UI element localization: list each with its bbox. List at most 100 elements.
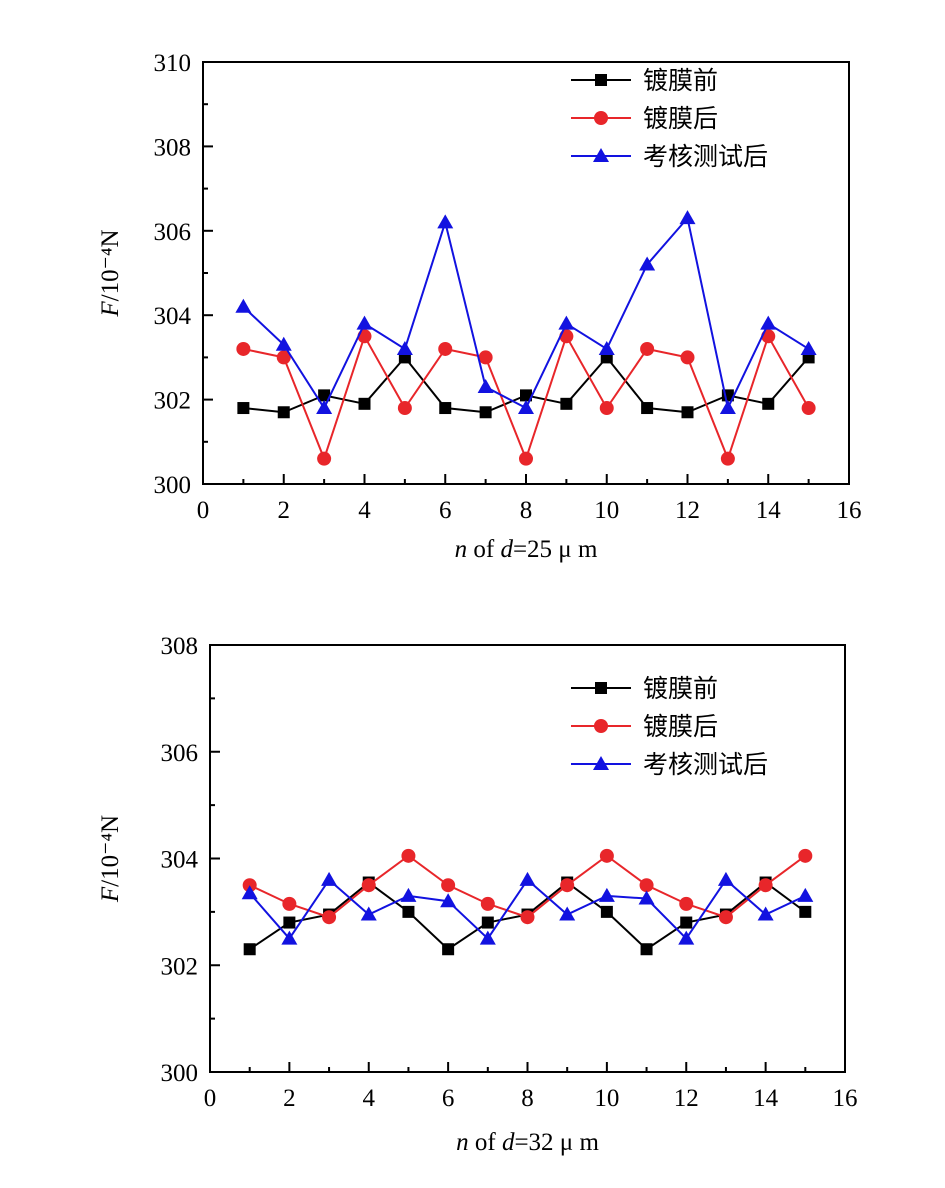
- series-line-3: [242, 215, 810, 412]
- data-point-1: [439, 402, 452, 415]
- legend-label: 镀膜前: [643, 674, 718, 703]
- x-tick-label: 4: [363, 1085, 376, 1112]
- data-point-2: [599, 848, 614, 863]
- x-tick-label: 0: [197, 497, 210, 524]
- x-tick-label: 12: [675, 497, 700, 524]
- y-tick-label: 300: [161, 1060, 199, 1087]
- data-point-2: [758, 878, 773, 893]
- data-point-3: [360, 906, 377, 921]
- data-point-3: [797, 887, 814, 902]
- y-tick-label: 302: [154, 388, 192, 415]
- x-axis-label: n of d=32 μ m: [456, 1129, 599, 1156]
- x-tick-label: 8: [520, 497, 533, 524]
- y-tick-label: 304: [161, 847, 199, 874]
- data-point-2: [282, 896, 297, 911]
- data-point-2: [357, 329, 372, 344]
- data-point-2: [276, 350, 291, 365]
- data-point-2: [478, 350, 493, 365]
- legend-marker: [594, 111, 608, 125]
- data-point-1: [681, 406, 694, 419]
- data-point-1: [283, 916, 296, 929]
- data-point-1: [402, 905, 415, 918]
- data-point-3: [639, 256, 656, 271]
- data-point-3: [400, 887, 417, 902]
- legend-label: 考核测试后: [643, 142, 768, 171]
- legend-marker: [594, 719, 608, 733]
- legend-marker: [595, 74, 607, 86]
- data-point-1: [237, 402, 250, 415]
- y-tick-label: 306: [161, 740, 199, 767]
- data-point-3: [679, 210, 696, 225]
- data-point-3: [719, 400, 736, 415]
- data-point-2: [401, 848, 416, 863]
- data-point-2: [599, 401, 614, 416]
- y-tick-label: 306: [154, 219, 192, 246]
- data-point-2: [761, 329, 776, 344]
- x-tick-label: 16: [837, 497, 862, 524]
- data-point-1: [560, 397, 573, 410]
- data-point-2: [441, 878, 456, 893]
- x-tick-label: 12: [674, 1085, 699, 1112]
- x-tick-label: 2: [283, 1085, 296, 1112]
- data-point-1: [481, 916, 494, 929]
- data-point-3: [356, 315, 373, 330]
- data-point-2: [236, 341, 251, 356]
- chart-bottom: 0 2 4 6 8 10 12 14 16 300 302 304 306 308 n of d=32 μ …: [97, 633, 858, 1156]
- data-point-3: [241, 885, 258, 900]
- data-point-2: [560, 878, 575, 893]
- plot-frame: [209, 644, 846, 1073]
- x-tick-label: 0: [204, 1085, 217, 1112]
- y-tick-label: 308: [154, 134, 192, 161]
- data-point-3: [519, 871, 536, 886]
- x-tick-label: 14: [753, 1085, 779, 1112]
- x-tick-label: 6: [439, 497, 452, 524]
- data-point-3: [558, 315, 575, 330]
- data-point-1: [520, 389, 532, 402]
- plot-frame: [202, 61, 850, 485]
- data-point-1: [799, 905, 812, 918]
- data-point-3: [477, 378, 494, 393]
- data-point-1: [318, 389, 331, 402]
- data-point-1: [277, 406, 290, 419]
- data-point-3: [479, 930, 496, 945]
- data-point-1: [358, 397, 371, 410]
- data-point-2: [720, 451, 735, 466]
- data-point-1: [243, 943, 256, 956]
- data-point-2: [680, 350, 695, 365]
- data-point-3: [757, 906, 774, 921]
- legend-label: 考核测试后: [643, 750, 768, 779]
- data-point-3: [440, 893, 457, 908]
- data-point-3: [598, 340, 615, 355]
- data-point-3: [800, 340, 817, 355]
- y-tick-label: 302: [161, 953, 199, 980]
- y-tick-label: 300: [154, 472, 192, 499]
- y-tick-label: 310: [154, 50, 192, 77]
- y-axis-label: F/10⁻⁴N: [97, 229, 124, 317]
- data-point-3: [678, 930, 695, 945]
- data-point-2: [718, 910, 733, 925]
- data-point-3: [559, 906, 576, 921]
- data-point-2: [438, 341, 453, 356]
- legend-marker: [593, 148, 609, 162]
- data-point-1: [762, 397, 775, 410]
- data-point-2: [361, 878, 376, 893]
- data-point-2: [801, 401, 816, 416]
- data-point-2: [559, 329, 574, 344]
- x-tick-label: 10: [594, 1085, 619, 1112]
- data-point-1: [442, 943, 455, 956]
- data-point-1: [680, 916, 693, 929]
- data-point-2: [639, 878, 654, 893]
- x-tick-label: 8: [521, 1085, 534, 1112]
- x-tick-label: 4: [358, 497, 371, 524]
- data-point-3: [235, 298, 252, 313]
- data-point-2: [397, 401, 412, 416]
- data-point-3: [437, 214, 454, 229]
- data-point-1: [640, 943, 653, 956]
- legend-label: 镀膜后: [643, 712, 718, 741]
- data-point-2: [480, 896, 495, 911]
- data-point-3: [396, 340, 413, 355]
- data-point-3: [316, 400, 333, 415]
- data-point-3: [638, 890, 655, 905]
- x-tick-label: 6: [442, 1085, 455, 1112]
- data-point-3: [518, 400, 534, 415]
